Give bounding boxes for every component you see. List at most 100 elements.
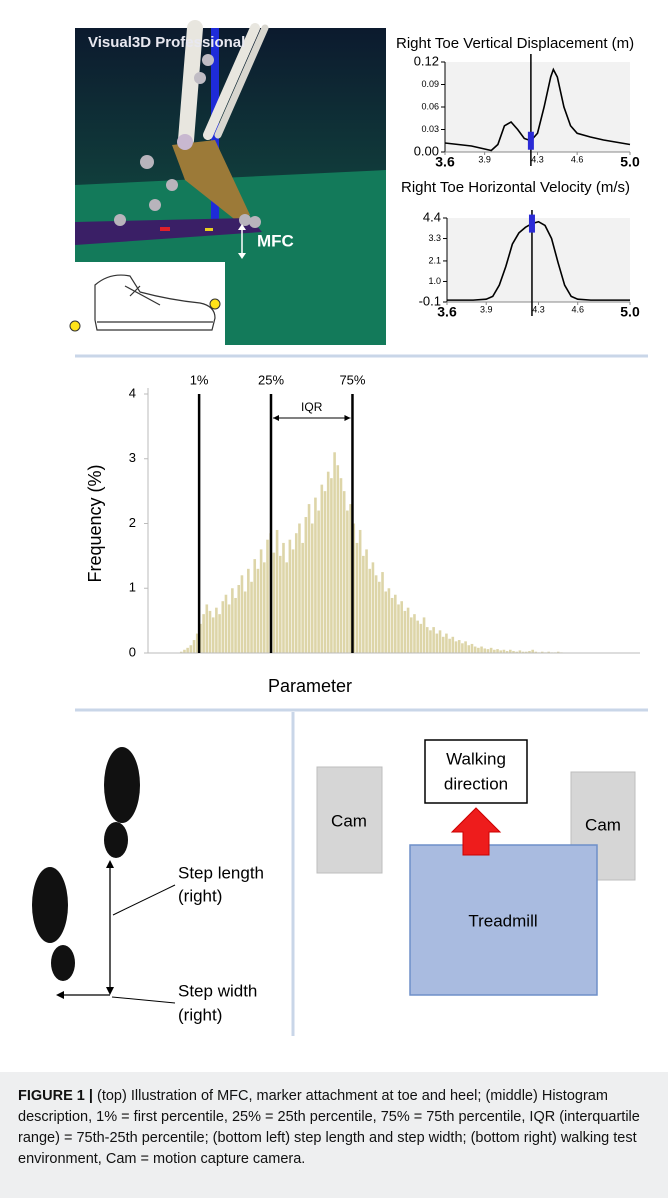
treadmill-label: Treadmill — [468, 911, 537, 930]
histogram-bar — [407, 608, 410, 653]
histogram-bar — [314, 498, 317, 653]
histogram-bar — [273, 553, 276, 653]
histogram-bar — [474, 647, 477, 653]
figure: MFC Visual3D Professional Step length (r… — [0, 0, 668, 1198]
histogram-bar — [391, 598, 394, 653]
x-tick-label: 5.0 — [620, 154, 640, 170]
histogram-bar — [311, 524, 314, 654]
direction-label: direction — [444, 774, 508, 793]
y-tick-label: 0 — [129, 644, 136, 659]
histogram-bar — [397, 604, 400, 653]
chart-title: Right Toe Horizontal Velocity (m/s) — [401, 179, 630, 196]
histogram-bar — [209, 611, 212, 653]
x-tick-label: 3.6 — [437, 304, 457, 320]
x-axis-label: Parameter — [268, 676, 352, 696]
marker-ball — [149, 199, 161, 211]
histogram-bar — [253, 559, 256, 653]
y-tick-label: 4.4 — [423, 209, 441, 224]
mfc-label: MFC — [257, 231, 294, 250]
histogram-bar — [206, 604, 209, 653]
camera-label: Cam — [331, 811, 367, 830]
iqr-label: IQR — [301, 400, 323, 414]
histogram-bar — [234, 598, 237, 653]
marker-ball — [194, 72, 206, 84]
software-label: Visual3D Professional — [88, 34, 245, 51]
marker-ball — [140, 155, 154, 169]
histogram-bar — [400, 601, 403, 653]
histogram-bar — [384, 591, 387, 653]
histogram-bar — [292, 549, 295, 653]
leader-line — [113, 885, 175, 915]
percentile-label: 75% — [339, 372, 365, 387]
leader-line — [112, 997, 175, 1003]
histogram-bar — [231, 588, 234, 653]
arrowhead — [106, 987, 114, 995]
histogram-bar — [359, 530, 362, 653]
histogram-bar — [464, 641, 467, 653]
plot-area — [445, 62, 630, 152]
histogram-bar — [404, 611, 407, 653]
histogram-bar — [378, 582, 381, 653]
histogram-bar — [467, 645, 470, 653]
step-width-label: Step width — [178, 981, 257, 1000]
histogram-bar — [321, 485, 324, 653]
figure-label: FIGURE 1 | — [18, 1088, 93, 1104]
y-tick-label: 0.06 — [421, 101, 439, 111]
arrowhead — [56, 991, 64, 999]
histogram-bar — [487, 649, 490, 653]
histogram-bar — [244, 591, 247, 653]
toe-marker — [210, 299, 220, 309]
histogram-bar — [295, 533, 298, 653]
marker — [205, 228, 213, 231]
chart-title: Right Toe Vertical Displacement (m) — [396, 35, 634, 52]
histogram-bar — [471, 644, 474, 653]
histogram-bar — [340, 478, 343, 653]
histogram-bar — [429, 630, 432, 653]
histogram-bar — [215, 608, 218, 653]
histogram-bar — [250, 582, 253, 653]
histogram-bar — [410, 617, 413, 653]
histogram-bar — [432, 627, 435, 653]
histogram-bar — [241, 575, 244, 653]
y-tick-label: 0.09 — [421, 79, 439, 89]
marker-ball — [239, 214, 251, 226]
histogram-bar — [308, 504, 311, 653]
marker-ball — [202, 54, 214, 66]
plot-area — [447, 218, 630, 302]
environment-diagram: Cam Cam Walking direction Treadmill — [317, 740, 635, 995]
histogram-bar — [381, 572, 384, 653]
histogram-bar — [375, 575, 378, 653]
histogram-bar — [458, 640, 461, 653]
histogram-bar — [483, 648, 486, 653]
percentile-label: 1% — [190, 372, 209, 387]
histogram-bar — [368, 569, 371, 653]
histogram-bar — [298, 524, 301, 654]
histogram-bar — [423, 617, 426, 653]
x-tick-label: 3.9 — [478, 154, 491, 164]
histogram-bar — [388, 588, 391, 653]
step-diagram: Step length (right) Step width (right) — [32, 747, 264, 1024]
y-tick-label: 4 — [129, 385, 136, 400]
histogram-bar — [276, 530, 279, 653]
y-tick-label: 3.3 — [428, 233, 441, 243]
x-tick-label: 4.6 — [571, 304, 584, 314]
direction-label: Walking — [446, 749, 506, 768]
step-length-side: (right) — [178, 886, 222, 905]
histogram-bar — [490, 648, 493, 653]
arrowhead — [106, 860, 114, 868]
histogram-bar — [333, 452, 336, 653]
marker — [160, 227, 170, 231]
histogram-bar — [260, 549, 263, 653]
histogram-bar — [372, 562, 375, 653]
marker-ball — [114, 214, 126, 226]
histogram-bar — [327, 472, 330, 653]
y-tick-label: 1.0 — [428, 276, 441, 286]
histogram-bar — [452, 637, 455, 653]
histogram-bar — [212, 617, 215, 653]
histogram-bar — [289, 540, 292, 653]
arrowhead — [273, 415, 279, 421]
page: { "panel_top": {"software_label": "Visua… — [0, 0, 668, 1198]
percentile-label: 25% — [258, 372, 284, 387]
histogram-bar — [356, 543, 359, 653]
histogram-bar — [439, 630, 442, 653]
